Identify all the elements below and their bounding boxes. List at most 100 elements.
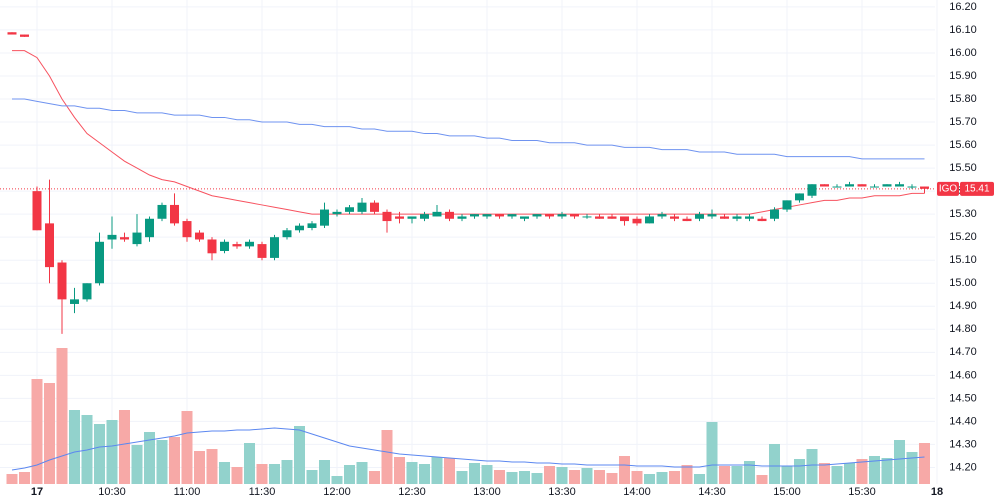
volume-bar — [244, 443, 255, 484]
y-tick-label: 16.20 — [949, 1, 977, 13]
volume-bar — [94, 424, 105, 484]
candle-body — [895, 184, 904, 187]
volume-bar — [444, 458, 455, 484]
volume-bar — [756, 475, 768, 484]
candle-body — [332, 211, 342, 215]
volume-bar — [906, 452, 918, 484]
candle-body — [82, 283, 92, 300]
candle-body — [545, 214, 554, 217]
volume-bar — [556, 467, 568, 484]
volume-ma-line — [11, 427, 925, 471]
candle-body — [207, 239, 217, 254]
volume-bar — [844, 463, 855, 484]
y-tick-label: 15.20 — [949, 231, 977, 243]
volume-bar — [644, 474, 655, 484]
candle-body — [732, 216, 742, 219]
volume-bar — [881, 458, 893, 484]
candle-body — [445, 211, 454, 219]
candle-body — [682, 218, 692, 222]
candle-body — [857, 184, 867, 187]
x-tick-label: 14:00 — [623, 486, 651, 498]
volume-bar — [156, 440, 168, 484]
volume-bar — [294, 426, 305, 484]
candle-body — [320, 209, 329, 226]
volume-bar — [894, 440, 905, 484]
candle-body — [382, 211, 392, 222]
volume-bar — [31, 379, 43, 484]
volume-bar — [544, 466, 555, 484]
volume-bar — [456, 471, 468, 484]
symbol-label: IGO — [939, 183, 958, 194]
candle-body — [720, 216, 729, 219]
candle-body — [432, 211, 442, 217]
candle-body — [45, 223, 54, 268]
volume-bar — [856, 459, 868, 484]
x-tick-label: 15:30 — [848, 486, 876, 498]
candle-body — [620, 216, 629, 222]
candle-body — [607, 216, 617, 219]
volume-bar — [119, 410, 130, 484]
y-tick-label: 14.20 — [949, 461, 977, 473]
last-price-badge — [960, 181, 994, 196]
y-tick-label: 15.70 — [949, 116, 977, 128]
volume-bar — [519, 471, 530, 484]
volume-bar — [69, 410, 80, 484]
candle-body — [107, 234, 117, 240]
candle-body — [395, 216, 404, 219]
y-tick-label: 15.10 — [949, 254, 977, 266]
candle-body — [807, 184, 817, 196]
candle-body — [882, 184, 892, 187]
candle-body — [370, 202, 379, 212]
candle-body — [795, 193, 804, 201]
volume-bar — [206, 449, 218, 484]
candle-body — [670, 216, 679, 219]
volume-bar — [106, 420, 118, 484]
candle-body — [470, 214, 479, 217]
volume-bar — [869, 456, 880, 484]
volume-bar — [506, 472, 518, 484]
volume-bar — [19, 472, 30, 484]
volume-bar — [6, 474, 18, 484]
y-tick-label: 15.00 — [949, 277, 977, 289]
candle-body — [770, 209, 779, 219]
volume-bar — [581, 468, 593, 484]
candle-body — [520, 216, 529, 219]
volume-bar — [731, 466, 743, 484]
volume-bar — [231, 467, 243, 484]
volume-bar — [919, 443, 930, 484]
y-tick-label: 14.60 — [949, 369, 977, 381]
candle-body — [170, 204, 179, 224]
candle-body — [357, 202, 367, 212]
x-tick-label: 15:00 — [773, 486, 801, 498]
volume-bar — [656, 472, 668, 484]
candle-body — [295, 225, 304, 231]
candle-body — [745, 216, 754, 219]
volume-bar — [394, 457, 405, 484]
candle-body — [145, 218, 154, 238]
volume-bar — [481, 465, 493, 484]
candle-body — [270, 237, 279, 258]
volume-bar — [356, 462, 368, 484]
volume-bar — [619, 456, 630, 484]
candle-body — [120, 237, 129, 240]
volume-bar — [769, 444, 780, 484]
y-tick-label: 14.40 — [949, 415, 977, 427]
candle-body — [907, 186, 917, 188]
x-tick-label: 18 — [931, 486, 943, 498]
x-tick-label: 10:30 — [98, 486, 126, 498]
candle-body — [582, 216, 592, 218]
volume-bar — [831, 466, 843, 484]
candle-body — [220, 241, 229, 251]
y-tick-label: 14.50 — [949, 392, 977, 404]
volume-bar — [369, 471, 380, 484]
ma-line — [12, 50, 925, 215]
y-tick-label: 14.90 — [949, 300, 977, 312]
candle-body — [420, 214, 429, 219]
x-tick-label: 11:00 — [174, 486, 201, 498]
symbol-badge — [937, 181, 959, 196]
candle-body — [557, 214, 567, 217]
candle-body — [282, 230, 292, 238]
candle-body — [245, 241, 254, 247]
volume-bar — [531, 473, 543, 484]
candle-body — [182, 221, 192, 238]
